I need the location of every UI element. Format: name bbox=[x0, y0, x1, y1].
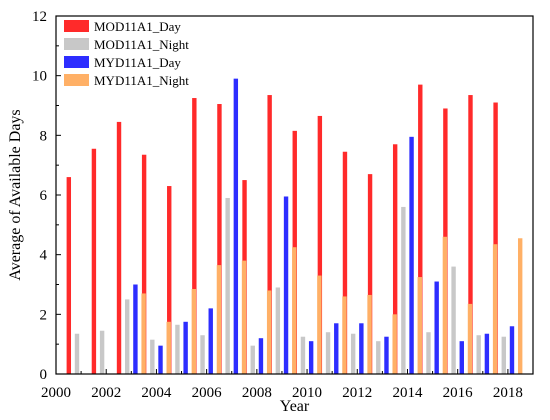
legend: MOD11A1_Day MOD11A1_Night MYD11A1_Day MYD11… bbox=[64, 19, 189, 88]
bar-myd11a1-night-2016 bbox=[467, 303, 473, 374]
bar-mod11a1-night-2006 bbox=[200, 335, 205, 374]
legend-swatch-myd11a1-day bbox=[64, 56, 89, 68]
bar-myd11a1-day-2009 bbox=[283, 196, 289, 374]
x-tick-label: 2000 bbox=[41, 385, 71, 401]
legend-label-myd11a1-day: MYD11A1_Day bbox=[94, 55, 181, 70]
y-tick-label: 10 bbox=[32, 69, 47, 85]
x-tick-label: 2012 bbox=[342, 385, 372, 401]
bar-myd11a1-night-2010 bbox=[317, 275, 322, 374]
bar-myd11a1-day-2004 bbox=[158, 345, 163, 374]
bar-mod11a1-night-2017 bbox=[476, 335, 481, 374]
bar-myd11a1-night-2012 bbox=[367, 294, 372, 374]
bar-myd11a1-night-2017 bbox=[492, 244, 498, 374]
bar-mod11a1-night-2011 bbox=[325, 332, 331, 374]
legend-swatch-mod11a1-day bbox=[64, 20, 89, 32]
bar-myd11a1-day-2011 bbox=[334, 323, 339, 374]
bar-mod11a1-day-2007 bbox=[217, 104, 222, 374]
bar-mod11a1-day-2005 bbox=[167, 186, 172, 374]
bar-myd11a1-day-2013 bbox=[384, 336, 389, 374]
legend-swatch-myd11a1-night bbox=[64, 74, 89, 86]
bar-myd11a1-day-2016 bbox=[459, 341, 464, 374]
bar-myd11a1-day-2014 bbox=[409, 136, 414, 374]
bar-mod11a1-day-2003 bbox=[116, 121, 122, 374]
bar-myd11a1-night-2009 bbox=[292, 247, 297, 374]
bar-mod11a1-day-2013 bbox=[367, 174, 373, 374]
bar-mod11a1-day-2017 bbox=[468, 95, 473, 374]
legend-swatch-mod11a1-night bbox=[64, 38, 89, 50]
bar-mod11a1-night-2007 bbox=[225, 197, 230, 374]
x-axis-title: Year bbox=[280, 398, 310, 415]
bar-myd11a1-day-2006 bbox=[208, 308, 213, 374]
bar-mod11a1-night-2004 bbox=[150, 339, 155, 374]
bar-mod11a1-night-2015 bbox=[426, 332, 431, 374]
x-tick-label: 2018 bbox=[493, 385, 523, 401]
legend-label-mod11a1-night: MOD11A1_Night bbox=[94, 37, 189, 52]
x-tick-label: 2010 bbox=[292, 385, 322, 401]
bar-myd11a1-day-2010 bbox=[308, 341, 314, 374]
y-axis-title: Average of Available Days bbox=[7, 109, 24, 280]
bar-myd11a1-night-2005 bbox=[191, 288, 197, 374]
legend-label-myd11a1-night: MYD11A1_Night bbox=[94, 73, 189, 88]
bar-mod11a1-night-2013 bbox=[376, 341, 381, 374]
bar-mod11a1-night-2012 bbox=[350, 333, 356, 374]
bar-mod11a1-night-2002 bbox=[99, 330, 105, 374]
bar-myd11a1-night-2003 bbox=[141, 293, 146, 374]
x-tick-label: 2004 bbox=[141, 385, 172, 401]
y-tick-label: 8 bbox=[40, 128, 48, 144]
axes-layer: 2000 2002 2004 2006 2008 2010 2012 2014 2016 2018… bbox=[32, 9, 534, 401]
bar-myd11a1-night-2007 bbox=[241, 260, 247, 374]
bar-myd11a1-day-2012 bbox=[359, 323, 364, 374]
bar-myd11a1-day-2007 bbox=[233, 78, 239, 375]
bar-myd11a1-night-2015 bbox=[442, 236, 448, 374]
bar-mod11a1-night-2009 bbox=[275, 287, 281, 374]
bar-mod11a1-night-2016 bbox=[451, 266, 456, 374]
bar-mod11a1-night-2003 bbox=[125, 299, 130, 374]
bar-mod11a1-night-2014 bbox=[401, 206, 406, 374]
bars-layer bbox=[66, 78, 523, 375]
y-tick-label: 4 bbox=[40, 248, 48, 264]
bar-myd11a1-night-2011 bbox=[342, 296, 347, 374]
bar-myd11a1-night-2004 bbox=[166, 321, 171, 374]
bar-mod11a1-day-2004 bbox=[141, 154, 147, 374]
bar-myd11a1-day-2008 bbox=[258, 338, 264, 374]
x-tick-label: 2006 bbox=[192, 385, 223, 401]
bar-myd11a1-night-2018 bbox=[517, 238, 523, 374]
bar-myd11a1-day-2015 bbox=[434, 281, 439, 374]
bar-mod11a1-night-2001 bbox=[74, 333, 80, 374]
bar-myd11a1-day-2003 bbox=[133, 284, 138, 374]
legend-label-mod11a1-day: MOD11A1_Day bbox=[94, 19, 181, 34]
x-tick-label: 2002 bbox=[91, 385, 121, 401]
bar-mod11a1-night-2010 bbox=[300, 336, 306, 374]
bar-myd11a1-day-2017 bbox=[484, 333, 490, 374]
bar-mod11a1-night-2008 bbox=[250, 345, 255, 374]
bar-mod11a1-night-2018 bbox=[501, 336, 506, 374]
bar-mod11a1-day-2009 bbox=[267, 95, 272, 374]
bar-mod11a1-day-2006 bbox=[192, 98, 197, 374]
bar-mod11a1-day-2001 bbox=[66, 177, 72, 374]
x-tick-label: 2014 bbox=[392, 385, 423, 401]
bar-mod11a1-day-2011 bbox=[317, 115, 323, 374]
x-tick-label: 2008 bbox=[242, 385, 272, 401]
y-tick-label: 2 bbox=[40, 307, 48, 323]
x-tick-label: 2016 bbox=[443, 385, 474, 401]
bar-mod11a1-day-2014 bbox=[392, 144, 398, 374]
y-tick-label: 12 bbox=[32, 9, 47, 25]
bar-mod11a1-day-2015 bbox=[418, 84, 423, 375]
bar-mod11a1-day-2012 bbox=[342, 151, 348, 374]
bar-myd11a1-night-2008 bbox=[266, 290, 272, 374]
bar-mod11a1-day-2002 bbox=[91, 148, 97, 374]
bar-myd11a1-night-2014 bbox=[417, 277, 422, 374]
bar-myd11a1-day-2018 bbox=[509, 326, 515, 374]
y-tick-label: 0 bbox=[40, 367, 48, 383]
bar-myd11a1-night-2013 bbox=[392, 314, 397, 374]
bar-myd11a1-day-2005 bbox=[183, 321, 188, 374]
bar-myd11a1-night-2006 bbox=[216, 265, 222, 374]
y-tick-label: 6 bbox=[40, 188, 48, 204]
bar-mod11a1-night-2005 bbox=[175, 324, 180, 374]
bar-mod11a1-day-2018 bbox=[493, 102, 498, 375]
